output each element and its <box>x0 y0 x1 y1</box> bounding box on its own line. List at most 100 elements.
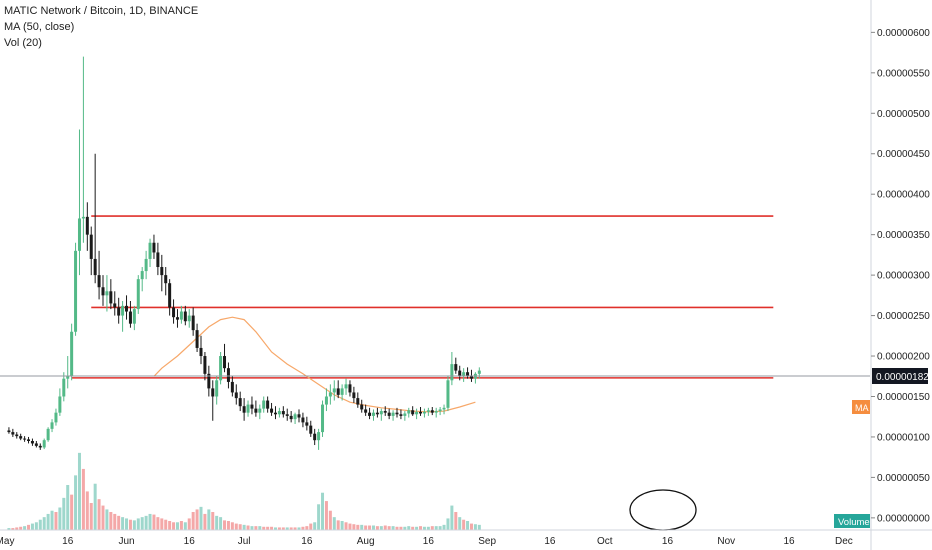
candle-body <box>434 411 438 413</box>
candle-body <box>313 433 317 441</box>
price-axis[interactable]: 0.00000600 0.00000550 0.00000500 0.00000450… <box>871 28 930 524</box>
annotations <box>629 489 697 531</box>
candle-body <box>419 411 423 414</box>
volume-bar <box>383 525 387 530</box>
candle-body <box>183 311 187 322</box>
volume-bar <box>340 521 344 530</box>
volume-circle-annotation <box>629 489 697 531</box>
candle-body <box>458 370 462 377</box>
volume-bar <box>54 512 58 530</box>
candle-body <box>270 408 274 413</box>
candle-body <box>379 411 383 415</box>
candle-body <box>132 309 136 324</box>
volume-bar <box>187 518 191 530</box>
volume-bar <box>27 524 31 530</box>
candle-body <box>74 250 78 332</box>
candle-body <box>301 417 305 423</box>
volume-bar <box>183 522 187 530</box>
candle-body <box>442 407 446 410</box>
candle-body <box>175 317 179 320</box>
volume-bar <box>442 524 446 530</box>
volume-bar <box>426 526 430 530</box>
candle-body <box>383 411 387 413</box>
time-axis[interactable]: May 16 Jun 16 Jul 16 Aug 16 Sep 16 Oct 16 Nov 16 Dec <box>0 536 853 547</box>
volume-bar <box>293 527 297 530</box>
x-tick-label: Nov <box>717 536 735 547</box>
candle-body <box>430 410 434 413</box>
candle-body <box>230 381 234 393</box>
candle-body <box>364 409 368 413</box>
candle-body <box>136 279 140 310</box>
volume-bar <box>403 526 407 530</box>
indicator-volume[interactable]: Vol (20) <box>4 37 42 49</box>
candle-body <box>203 356 207 374</box>
volume-bar <box>195 509 199 530</box>
volume-bar <box>473 524 477 530</box>
candle-body <box>109 291 113 304</box>
volume-bar <box>281 527 285 530</box>
candle-body <box>352 392 356 399</box>
volume-bar <box>454 512 458 530</box>
volume-bar <box>230 522 234 530</box>
x-tick-label: 16 <box>423 536 435 547</box>
volume-bar <box>109 512 113 530</box>
candle-body <box>54 412 58 423</box>
candle-body <box>399 414 403 416</box>
x-tick-label: 16 <box>783 536 795 547</box>
volume-bar <box>407 526 411 530</box>
volume-bar <box>313 522 317 530</box>
candle-body <box>438 409 442 412</box>
candle-body <box>309 425 313 434</box>
candle-body <box>348 384 352 393</box>
candle-body <box>105 291 109 296</box>
candle-body <box>371 412 375 416</box>
candle-body <box>246 404 250 413</box>
ma-tag: MA <box>852 400 870 414</box>
volume-bar <box>411 526 415 530</box>
candle-body <box>148 242 152 259</box>
volume-bar <box>219 517 223 530</box>
volume-bar <box>211 512 215 530</box>
candle-body <box>446 380 450 408</box>
volume-bar <box>11 528 15 530</box>
volume-bar <box>148 513 152 530</box>
volume-bar <box>395 526 399 530</box>
volume-bar <box>172 522 176 530</box>
x-tick-label: Aug <box>357 536 375 547</box>
volume-bar <box>430 526 434 530</box>
candle-body <box>50 422 54 429</box>
y-tick-label: 0.00000550 <box>877 68 930 79</box>
candle-body <box>211 388 215 397</box>
volume-bar <box>419 526 423 530</box>
candle-body <box>415 411 419 415</box>
volume-bar <box>62 497 66 530</box>
candle-body <box>187 315 191 322</box>
candle-body <box>254 408 258 413</box>
candle-body <box>19 436 23 439</box>
candle-body <box>262 400 266 409</box>
candle-body <box>273 412 277 415</box>
candle-body <box>38 445 42 448</box>
volume-bar <box>254 526 258 530</box>
candle-body <box>226 368 230 382</box>
volume-bar <box>270 526 274 530</box>
y-tick-label: 0.00000300 <box>877 271 930 282</box>
candle-body <box>66 376 70 379</box>
candle-body <box>340 388 344 395</box>
volume-bar <box>477 524 481 530</box>
candle-body <box>258 408 262 413</box>
volume-bar <box>156 517 160 530</box>
chart-title[interactable]: MATIC Network / Bitcoin, 1D, BINANCE <box>4 5 199 17</box>
volume-bar <box>70 494 74 530</box>
candle-body <box>58 396 62 413</box>
volume-bar <box>415 526 419 530</box>
y-tick-label: 0.00000200 <box>877 352 930 363</box>
indicator-ma[interactable]: MA (50, close) <box>4 21 75 33</box>
volume-bar <box>30 523 34 530</box>
volume-tag: Volume <box>834 514 870 528</box>
support-resistance-lines[interactable] <box>71 215 774 379</box>
candle-body <box>113 303 117 308</box>
volume-bar <box>34 522 38 530</box>
candle-body <box>297 414 301 418</box>
